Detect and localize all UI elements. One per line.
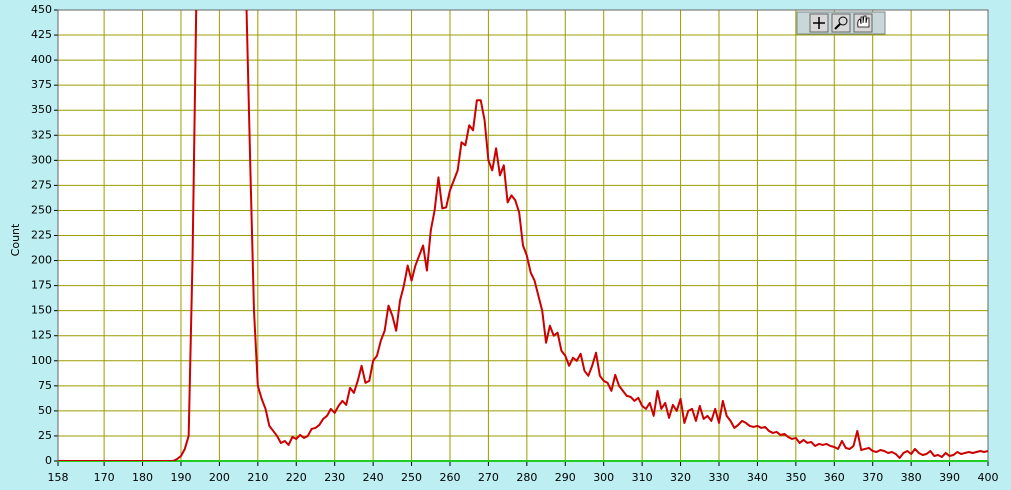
- x-tick-label: 300: [593, 471, 614, 484]
- y-tick-label: 125: [31, 329, 52, 342]
- y-tick-label: 100: [31, 354, 52, 367]
- x-tick-label: 340: [747, 471, 768, 484]
- y-tick-label: 75: [38, 379, 52, 392]
- x-tick-label: 220: [286, 471, 307, 484]
- zoom-tool[interactable]: [831, 13, 851, 33]
- y-tick-label: 350: [31, 103, 52, 116]
- x-tick-label: 260: [439, 471, 460, 484]
- x-tick-label: 360: [824, 471, 845, 484]
- data-line: [58, 10, 988, 461]
- y-tick-label: 300: [31, 153, 52, 166]
- x-tick-label: 330: [708, 471, 729, 484]
- y-tick-label: 275: [31, 178, 52, 191]
- x-tick-label: 350: [785, 471, 806, 484]
- pan-icon: [857, 15, 870, 28]
- x-tick-label: 380: [901, 471, 922, 484]
- x-tick-label: 290: [555, 471, 576, 484]
- x-tick-label: 310: [632, 471, 653, 484]
- x-tick-label: 210: [247, 471, 268, 484]
- y-tick-label: 450: [31, 3, 52, 16]
- x-tick-label: 180: [132, 471, 153, 484]
- cursor-icon: [813, 17, 825, 29]
- x-tick-label: 400: [978, 471, 999, 484]
- x-tick-label: 270: [478, 471, 499, 484]
- y-tick-label: 225: [31, 229, 52, 242]
- y-tick-label: 425: [31, 28, 52, 41]
- y-tick-label: 200: [31, 254, 52, 267]
- y-tick-label: 375: [31, 78, 52, 91]
- x-tick-label: 240: [363, 471, 384, 484]
- x-tick-label: 170: [94, 471, 115, 484]
- y-tick-label: 50: [38, 404, 52, 417]
- y-axis-label: Count: [9, 223, 22, 256]
- x-tick-label: 370: [862, 471, 883, 484]
- x-tick-label: 250: [401, 471, 422, 484]
- x-tick-label: 190: [170, 471, 191, 484]
- y-tick-label: 0: [45, 454, 52, 467]
- y-tick-label: 250: [31, 203, 52, 216]
- toolbar[interactable]: [796, 11, 886, 35]
- x-tick-label: 280: [516, 471, 537, 484]
- y-tick-label: 400: [31, 53, 52, 66]
- x-tick-label: 230: [324, 471, 345, 484]
- y-tick-label: 175: [31, 279, 52, 292]
- x-tick-label: 390: [939, 471, 960, 484]
- zoom-handle: [834, 23, 841, 30]
- x-tick-label: 200: [209, 471, 230, 484]
- x-tick-label: 158: [48, 471, 69, 484]
- zoom-icon: [838, 16, 848, 26]
- x-tick-label: 320: [670, 471, 691, 484]
- y-tick-label: 325: [31, 128, 52, 141]
- y-tick-label: 25: [38, 429, 52, 442]
- y-tick-label: 150: [31, 304, 52, 317]
